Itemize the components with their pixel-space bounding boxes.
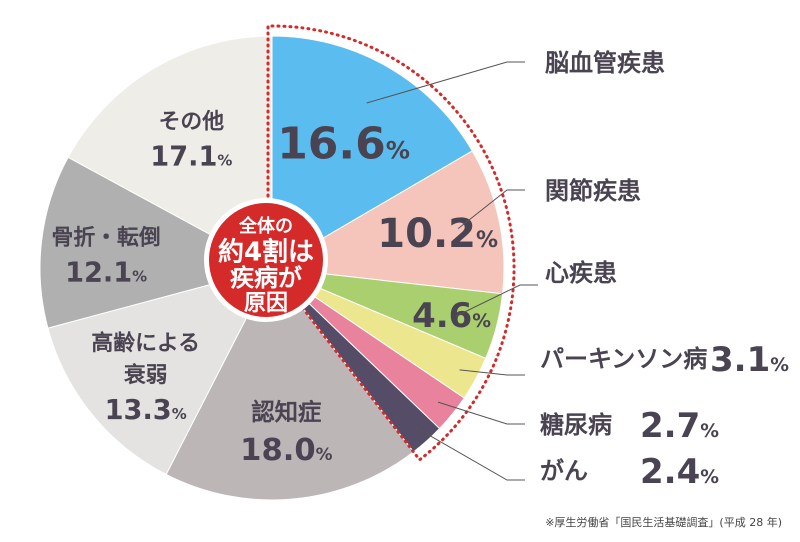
wedge-0 xyxy=(271,35,473,269)
value-label: 2.7% xyxy=(640,406,719,446)
leader-line xyxy=(459,369,525,376)
slice-name: パーキンソン病 xyxy=(540,345,707,373)
leader-line xyxy=(455,284,538,317)
leader-line xyxy=(366,61,525,104)
slice-name: 心疾患 xyxy=(545,259,617,287)
slice-name: 脳血管疾患 xyxy=(545,49,665,77)
slice-name: 衰弱 xyxy=(123,362,168,388)
value-label: 4.6% xyxy=(412,296,491,336)
slice-name: 認知症 xyxy=(251,398,321,426)
wedge-6 xyxy=(165,267,415,501)
center-text-line: 疾病が xyxy=(230,264,302,292)
center-text-line: 原因 xyxy=(244,291,288,316)
value-label: 10.2% xyxy=(377,211,498,257)
value-label: 13.3% xyxy=(105,395,187,426)
center-text-line: 全体の xyxy=(238,215,293,237)
outside-label-3: パーキンソン病 3.1% xyxy=(459,340,789,380)
outside-label-5: がん 2.4% xyxy=(414,426,719,492)
source-note: ※厚生労働省「国民生活基礎調査」(平成 28 年) xyxy=(545,516,782,529)
value-label: 16.6% xyxy=(277,119,410,170)
highlight-outline xyxy=(266,24,516,462)
leader-line xyxy=(457,189,525,229)
value-label: 12.1% xyxy=(65,257,147,288)
value-label: 2.4% xyxy=(640,452,719,492)
value-label: 17.1% xyxy=(150,141,232,172)
center-circle xyxy=(209,203,323,317)
slice-name: 骨折・転倒 xyxy=(52,224,161,250)
wedge-9 xyxy=(67,35,273,269)
value-label: 3.1% xyxy=(710,340,789,380)
wedge-7 xyxy=(47,267,273,476)
slice-name: その他 xyxy=(159,109,225,134)
inside-label-8: 骨折・転倒 12.1% xyxy=(52,224,161,288)
outside-label-2: 心疾患 xyxy=(455,259,617,317)
inside-label-9: その他 17.1% xyxy=(150,109,232,172)
outside-label-1: 関節疾患 xyxy=(457,177,641,229)
outside-label-4: 糖尿病 2.7% xyxy=(437,401,719,446)
slice-name: 関節疾患 xyxy=(545,177,641,205)
value-label: 18.0% xyxy=(240,433,332,468)
outside-label-0: 脳血管疾患 xyxy=(366,49,665,104)
leader-line xyxy=(437,401,525,425)
center-text-line: 約4割は xyxy=(218,236,314,267)
wedge-1 xyxy=(270,150,505,295)
pie-wedges xyxy=(39,35,505,501)
leader-line xyxy=(414,426,525,481)
slice-name: がん xyxy=(540,457,588,485)
slice-name: 糖尿病 xyxy=(540,411,612,439)
inside-label-6: 認知症 18.0% xyxy=(240,398,332,468)
slice-name: 高齢による xyxy=(91,330,200,356)
wedge-8 xyxy=(39,156,274,329)
